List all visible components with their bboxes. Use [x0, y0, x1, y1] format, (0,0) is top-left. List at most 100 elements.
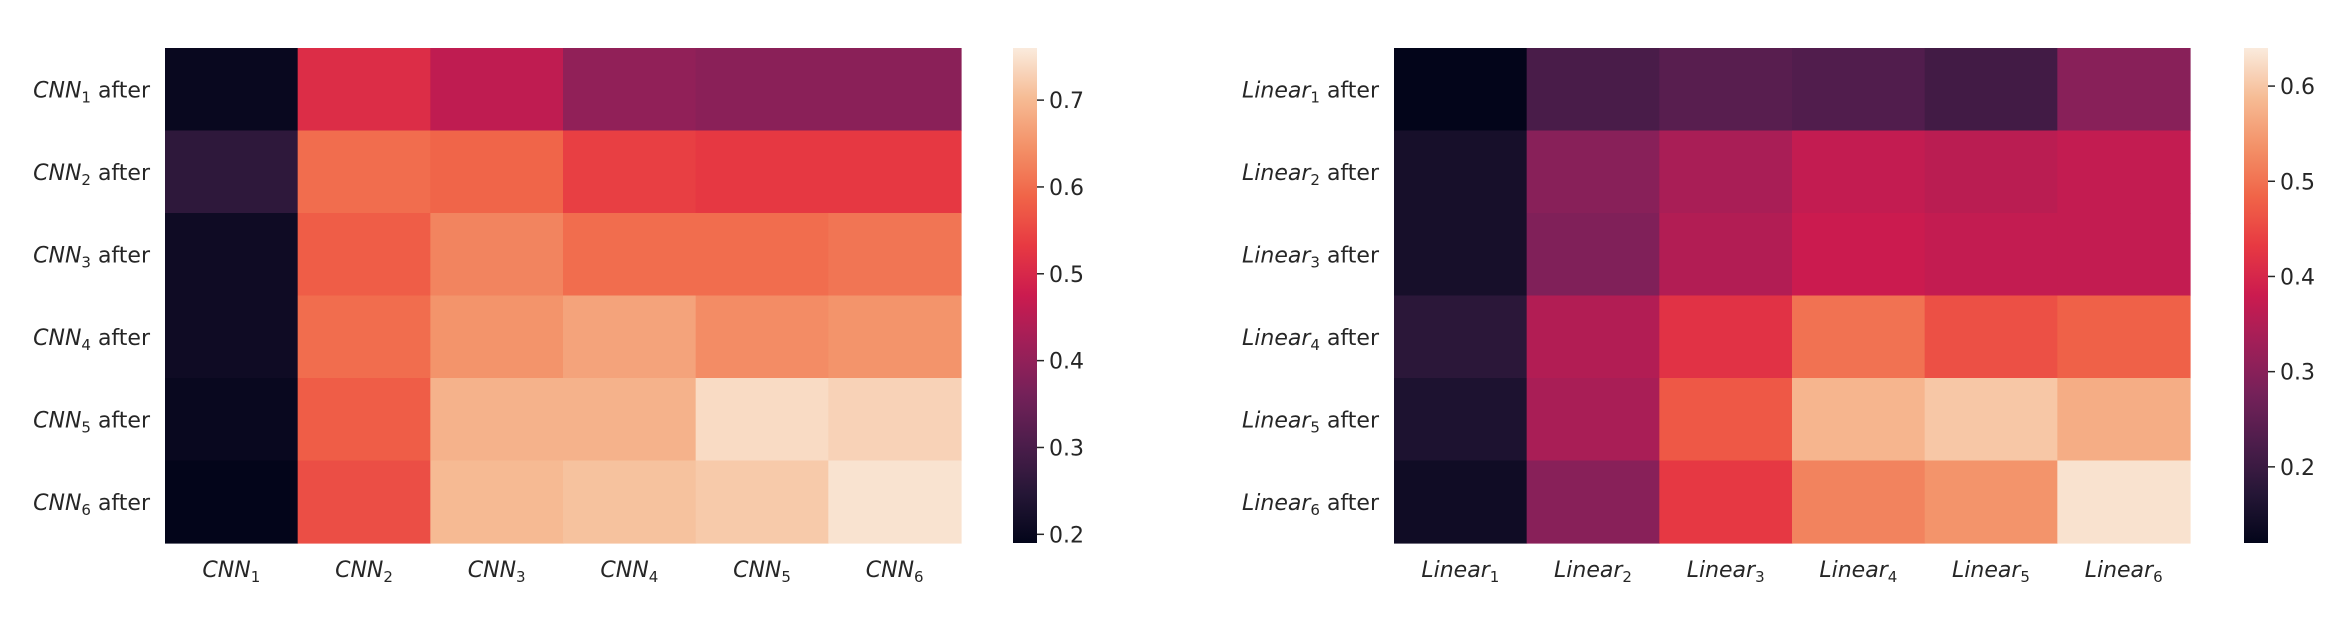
heatmap-cell-r5-c5 [1924, 378, 2058, 462]
heatmap-cell-r5-c3 [430, 378, 564, 462]
heatmap-cell-r1-c3 [1659, 48, 1793, 132]
colorbar-tick-label-1: 0.2 [2280, 456, 2315, 481]
col-label-3: CNN3 [468, 558, 526, 586]
colorbar [1013, 48, 1037, 543]
col-label-4: Linear4 [1819, 558, 1897, 586]
heatmap-cell-r3-c1 [165, 213, 299, 297]
heatmap-cell-r4-c3 [1659, 295, 1793, 379]
heatmap-cell-r1-c5 [1924, 48, 2058, 132]
heatmap-cell-r4-c1 [165, 295, 299, 379]
colorbar-tick-label-5: 0.6 [1049, 176, 1084, 201]
colorbar-tick-label-3: 0.4 [1049, 350, 1084, 375]
col-label-6: CNN6 [866, 558, 924, 586]
heatmap-cell-r2-c3 [1659, 130, 1793, 214]
heatmap-cell-r6-c4 [1792, 460, 1926, 544]
heatmap-cell-r4-c2 [297, 295, 431, 379]
heatmap-cell-r5-c2 [1526, 378, 1660, 462]
col-label-3: Linear3 [1687, 558, 1765, 586]
col-label-1: Linear1 [1421, 558, 1499, 586]
heatmap-cell-r3-c6 [2057, 213, 2191, 297]
heatmap-cell-r4-c6 [2057, 295, 2191, 379]
heatmap-cell-r1-c5 [695, 48, 829, 132]
heatmap-cell-r6-c3 [430, 460, 564, 544]
heatmap-cell-r2-c1 [165, 130, 299, 214]
heatmap-cell-r6-c5 [1924, 460, 2058, 544]
row-label-1: Linear1 after [1242, 78, 1380, 106]
heatmap-cell-r1-c4 [563, 48, 697, 132]
heatmap-cell-r1-c1 [1394, 48, 1528, 132]
heatmap-cell-r1-c4 [1792, 48, 1926, 132]
col-label-2: CNN2 [335, 558, 393, 586]
heatmap-cell-r5-c1 [1394, 378, 1528, 462]
col-label-4: CNN4 [600, 558, 658, 586]
colorbar-tick-label-4: 0.5 [2280, 170, 2315, 195]
heatmap-cell-r4-c4 [563, 295, 697, 379]
col-label-2: Linear2 [1554, 558, 1632, 586]
heatmap-cell-r4-c5 [695, 295, 829, 379]
row-label-5: CNN5 after [33, 408, 151, 436]
heatmap-cell-r4-c5 [1924, 295, 2058, 379]
colorbar-tick-label-2: 0.3 [2280, 361, 2315, 386]
heatmap-cell-r2-c2 [297, 130, 431, 214]
heatmap-cell-r2-c2 [1526, 130, 1660, 214]
heatmap-cell-r5-c2 [297, 378, 431, 462]
heatmap-cell-r2-c3 [430, 130, 564, 214]
heatmap-cell-r6-c3 [1659, 460, 1793, 544]
heatmap-cell-r6-c4 [563, 460, 697, 544]
heatmap-cell-r6-c2 [297, 460, 431, 544]
row-label-6: CNN6 after [33, 491, 151, 519]
heatmap-cell-r2-c4 [1792, 130, 1926, 214]
heatmap-cell-r3-c1 [1394, 213, 1528, 297]
heatmap-cell-r1-c1 [165, 48, 299, 132]
row-label-4: CNN4 after [33, 326, 151, 354]
heatmap-cell-r5-c6 [2057, 378, 2191, 462]
heatmap-cell-r3-c4 [1792, 213, 1926, 297]
heatmap-cell-r4-c4 [1792, 295, 1926, 379]
row-label-2: Linear2 after [1242, 161, 1380, 189]
heatmap-cell-r6-c6 [828, 460, 962, 544]
row-label-5: Linear5 after [1242, 408, 1380, 436]
colorbar-tick-label-3: 0.4 [2280, 265, 2315, 290]
row-label-6: Linear6 after [1242, 491, 1380, 519]
heatmap-cell-r5-c4 [1792, 378, 1926, 462]
heatmap-cell-r3-c5 [695, 213, 829, 297]
heatmap-cell-r1-c2 [1526, 48, 1660, 132]
heatmap-cnn: CNN1 after CNN2 after CNN3 after CNN4 after… [33, 48, 1084, 586]
colorbar-tick-label-1: 0.2 [1049, 523, 1084, 548]
heatmap-cell-r6-c6 [2057, 460, 2191, 544]
heatmap-cell-r2-c6 [828, 130, 962, 214]
heatmap-cell-r2-c4 [563, 130, 697, 214]
row-label-1: CNN1 after [33, 78, 151, 106]
col-label-1: CNN1 [202, 558, 260, 586]
heatmap-cell-r1-c6 [2057, 48, 2191, 132]
heatmap-cell-r2-c5 [1924, 130, 2058, 214]
heatmap-cell-r3-c2 [297, 213, 431, 297]
row-label-3: CNN3 after [33, 243, 151, 271]
colorbar-tick-label-4: 0.5 [1049, 263, 1084, 288]
heatmap-cell-r4-c3 [430, 295, 564, 379]
heatmap-cell-r5-c5 [695, 378, 829, 462]
heatmap-cell-r4-c2 [1526, 295, 1660, 379]
heatmap-cell-r2-c1 [1394, 130, 1528, 214]
row-label-4: Linear4 after [1242, 326, 1380, 354]
heatmap-cell-r6-c1 [165, 460, 299, 544]
heatmap-cell-r3-c4 [563, 213, 697, 297]
heatmap-cell-r5-c3 [1659, 378, 1793, 462]
row-label-3: Linear3 after [1242, 243, 1380, 271]
heatmap-linear: Linear1 after Linear2 after Linear3 after L… [1242, 48, 2315, 586]
heatmap-cell-r6-c1 [1394, 460, 1528, 544]
heatmap-cell-r5-c4 [563, 378, 697, 462]
colorbar-tick-label-2: 0.3 [1049, 436, 1084, 461]
col-label-5: Linear5 [1952, 558, 2030, 586]
heatmap-cell-r3-c6 [828, 213, 962, 297]
heatmap-cell-r2-c6 [2057, 130, 2191, 214]
row-label-2: CNN2 after [33, 161, 151, 189]
col-label-5: CNN5 [733, 558, 791, 586]
heatmap-cell-r3-c3 [1659, 213, 1793, 297]
heatmap-cell-r3-c3 [430, 213, 564, 297]
heatmap-cell-r3-c5 [1924, 213, 2058, 297]
heatmap-cell-r2-c5 [695, 130, 829, 214]
heatmap-cell-r3-c2 [1526, 213, 1660, 297]
heatmap-cell-r4-c1 [1394, 295, 1528, 379]
